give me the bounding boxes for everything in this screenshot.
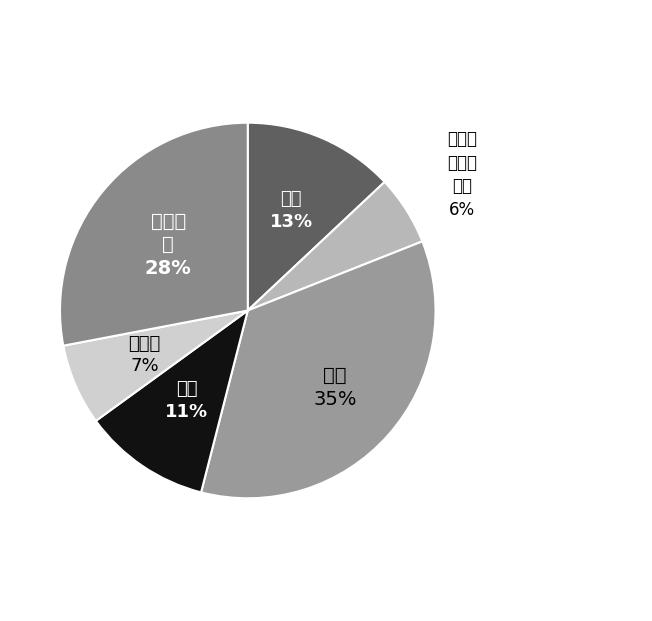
Text: 家族
35%: 家族 35%: [314, 366, 357, 409]
Text: 人道
11%: 人道 11%: [165, 381, 208, 420]
Wedge shape: [248, 123, 385, 310]
Text: 労働者
の帯同
家族
6%: 労働者 の帯同 家族 6%: [447, 130, 477, 219]
Text: その他
7%: その他 7%: [128, 335, 160, 375]
Text: 自由移
動
28%: 自由移 動 28%: [145, 212, 192, 278]
Text: 労働
13%: 労働 13%: [269, 191, 312, 230]
Wedge shape: [63, 310, 248, 421]
Wedge shape: [60, 123, 248, 346]
Wedge shape: [96, 310, 248, 492]
Wedge shape: [248, 182, 422, 310]
Wedge shape: [201, 242, 436, 498]
